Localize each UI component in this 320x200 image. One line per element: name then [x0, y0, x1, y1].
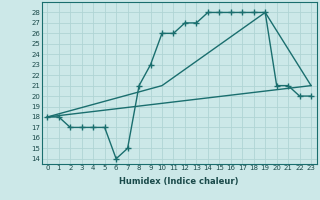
X-axis label: Humidex (Indice chaleur): Humidex (Indice chaleur) — [119, 177, 239, 186]
